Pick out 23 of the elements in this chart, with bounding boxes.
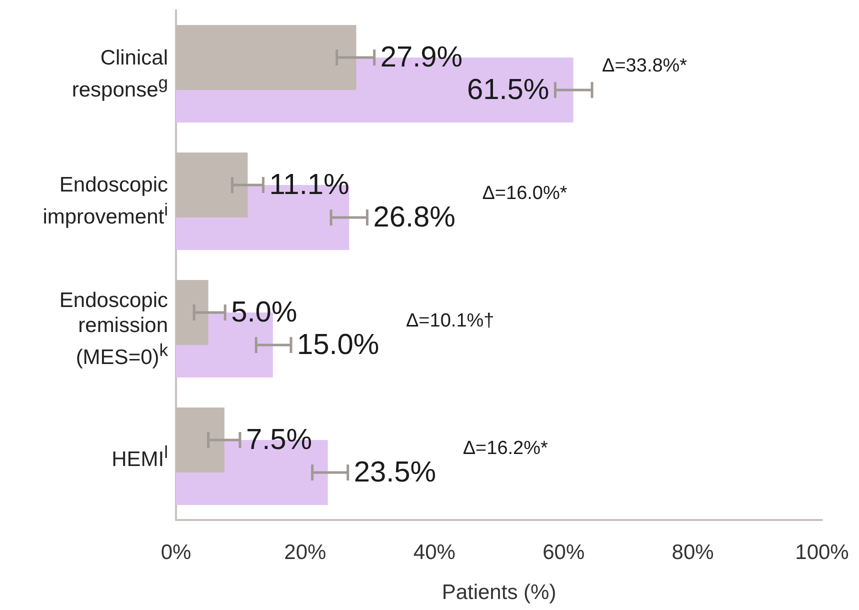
data-label: 27.9%	[380, 42, 463, 74]
annotation: Δ=33.8%*	[602, 55, 688, 76]
x-tick-label: 100%	[795, 541, 849, 564]
x-tick-label: 60%	[542, 541, 585, 564]
x-axis-title: Patients (%)	[442, 581, 556, 604]
x-tick-label: 0%	[160, 541, 192, 564]
annotation: Δ=16.2%*	[462, 438, 548, 459]
data-label: 26.8%	[373, 202, 456, 234]
data-label: 5.0%	[231, 296, 298, 328]
y-tick-label: HEMI$^{l}$	[112, 441, 168, 472]
annotation: Δ=16.0%*	[482, 182, 568, 204]
data-label: 61.5%	[466, 74, 550, 106]
x-tick-label: 20%	[284, 541, 326, 564]
annotation: Δ=10.1%†	[406, 310, 494, 332]
y-tick-label: Clinical response$^{g}$	[72, 45, 168, 102]
y-tick-label: Endoscopic remission (MES=0)$^{k}$	[59, 288, 168, 370]
data-label: 11.1%	[269, 169, 350, 201]
x-tick-label: 40%	[413, 541, 456, 564]
y-tick-label: Endoscopic improvement$^{i}$	[42, 172, 168, 230]
data-label: 7.5%	[246, 424, 312, 456]
data-label: 23.5%	[354, 456, 436, 488]
x-tick-label: 80%	[672, 541, 714, 564]
data-label: 15.0%	[296, 329, 380, 361]
